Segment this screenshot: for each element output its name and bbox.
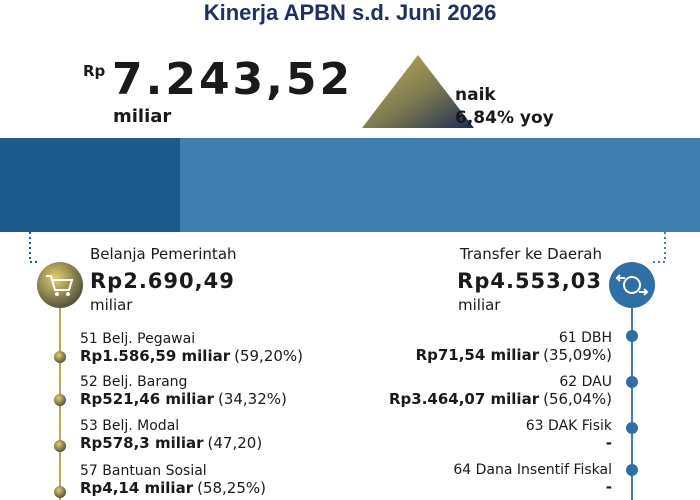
item-label: 57 Bantuan Sosial <box>80 463 207 479</box>
timeline-dot <box>54 486 66 498</box>
item-amount: Rp521,46 miliar <box>80 390 215 408</box>
item-value: - <box>606 478 612 496</box>
item-value: Rp521,46 miliar (34,32%) <box>80 390 287 408</box>
item-amount: Rp3.464,07 miliar <box>389 390 540 408</box>
timeline-dot <box>54 440 66 452</box>
item-label: 51 Belj. Pegawai <box>80 331 195 347</box>
item-value: Rp578,3 miliar (47,20) <box>80 434 262 452</box>
item-label: 64 Dana Insentif Fiskal <box>453 462 612 478</box>
left-amount: Rp2.690,49 <box>90 269 235 293</box>
item-share: (58,25%) <box>197 479 266 497</box>
band-left <box>0 138 180 232</box>
item-share: (35,09%) <box>543 346 612 364</box>
left-unit: miliar <box>90 296 133 314</box>
timeline-dot <box>626 422 638 434</box>
trend: naik <box>455 85 496 105</box>
title: Kinerja APBN s.d. Juni 2026 <box>204 0 497 25</box>
growth: 6,84% yoy <box>455 108 554 128</box>
currency: Rp <box>83 62 106 80</box>
item-value: Rp71,54 miliar (35,09%) <box>416 346 612 364</box>
timeline-dot <box>54 351 66 363</box>
cart-icon <box>37 262 83 308</box>
item-amount: Rp578,3 miliar <box>80 434 204 452</box>
item-amount: Rp4,14 miliar <box>80 479 194 497</box>
right-amount: Rp4.553,03 <box>457 269 602 293</box>
transfer-icon <box>609 262 655 308</box>
item-label: 63 DAK Fisik <box>526 418 613 434</box>
cart-glyph <box>46 275 74 291</box>
timeline-dot <box>626 330 638 342</box>
item-share: (59,20%) <box>234 347 303 365</box>
item-label: 62 DAU <box>559 374 612 390</box>
item-share: (34,32%) <box>218 390 287 408</box>
item-amount: Rp1.586,59 miliar <box>80 347 231 365</box>
trend-triangle <box>362 55 474 128</box>
total: 7.243,52 <box>112 54 353 105</box>
timeline-dot <box>54 394 66 406</box>
right-title: Transfer ke Daerah <box>459 245 602 263</box>
item-amount: - <box>606 478 612 496</box>
item-amount: - <box>606 434 612 452</box>
item-label: 61 DBH <box>559 330 612 346</box>
item-share: (56,04%) <box>543 390 612 408</box>
item-value: Rp1.586,59 miliar (59,20%) <box>80 347 303 365</box>
timeline-dot <box>626 464 638 476</box>
band-right <box>180 138 700 232</box>
right-unit: miliar <box>458 296 501 314</box>
left-title: Belanja Pemerintah <box>90 245 237 263</box>
item-value: Rp4,14 miliar (58,25%) <box>80 479 266 497</box>
item-label: 53 Belj. Modal <box>80 418 179 434</box>
item-label: 52 Belj. Barang <box>80 374 187 390</box>
timeline-dot <box>626 376 638 388</box>
total-unit: miliar <box>113 106 171 127</box>
item-amount: Rp71,54 miliar <box>416 346 540 364</box>
item-value: Rp3.464,07 miliar (56,04%) <box>389 390 612 408</box>
item-value: - <box>606 434 612 452</box>
item-share: (47,20) <box>208 434 263 452</box>
